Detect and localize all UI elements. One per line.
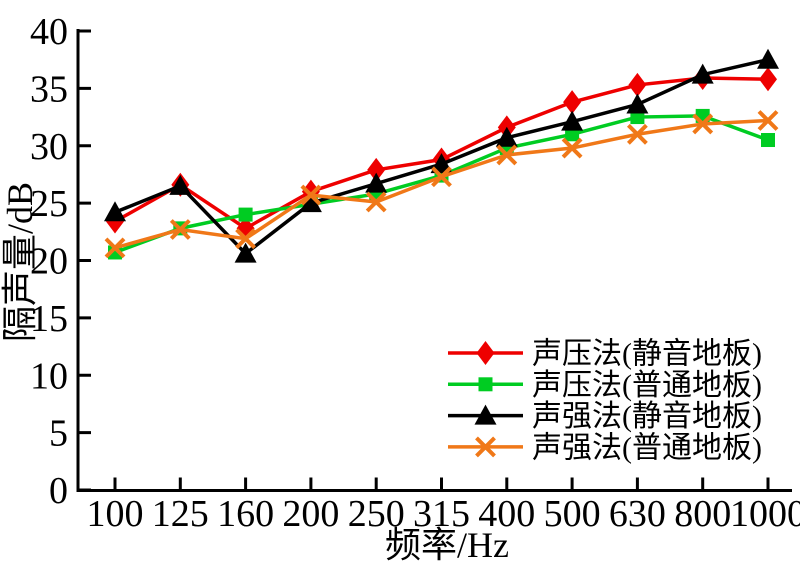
series-3-x bbox=[104, 110, 779, 259]
legend: 声压法(静音地板)声压法(普通地板)声强法(静音地板)声强法(普通地板) bbox=[448, 338, 762, 464]
square-marker bbox=[238, 207, 253, 222]
x-marker bbox=[104, 237, 126, 259]
triangle-marker bbox=[691, 63, 714, 84]
triangle-marker bbox=[234, 242, 257, 263]
y-tick-label: 25 bbox=[30, 183, 68, 225]
y-tick-label: 0 bbox=[49, 470, 68, 512]
x-marker bbox=[757, 110, 779, 131]
series-2-triangle bbox=[104, 48, 779, 263]
square-marker bbox=[478, 377, 493, 392]
legend-label: 声强法(普通地板) bbox=[532, 431, 762, 464]
x-tick-label: 160 bbox=[217, 493, 274, 535]
triangle-marker bbox=[626, 93, 649, 114]
legend-label: 声强法(静音地板) bbox=[532, 400, 762, 433]
x-marker bbox=[692, 113, 714, 135]
x-marker bbox=[561, 137, 583, 159]
y-tick-label: 40 bbox=[30, 11, 68, 53]
x-tick-label: 125 bbox=[152, 493, 209, 535]
x-tick-label: 400 bbox=[478, 493, 535, 535]
series-3-line bbox=[114, 118, 769, 250]
x-tick-label: 630 bbox=[609, 493, 666, 535]
x-tick-label: 100 bbox=[87, 493, 144, 535]
triangle-marker bbox=[430, 153, 453, 174]
legend-item-0: 声压法(静音地板) bbox=[448, 338, 762, 371]
y-tick-label: 10 bbox=[30, 355, 68, 397]
x-marker bbox=[626, 123, 648, 145]
diamond-marker bbox=[628, 72, 647, 97]
square-marker bbox=[761, 133, 775, 148]
triangle-marker bbox=[299, 192, 322, 213]
series-1-line bbox=[114, 114, 769, 255]
square-marker bbox=[565, 127, 580, 142]
x-tick-label: 500 bbox=[544, 493, 601, 535]
triangle-marker bbox=[169, 174, 192, 195]
x-axis-title: 频率/Hz bbox=[385, 525, 509, 564]
square-marker bbox=[630, 110, 645, 125]
legend-label: 声压法(静音地板) bbox=[532, 338, 762, 371]
series-1-square bbox=[108, 108, 775, 260]
diamond-marker bbox=[367, 157, 386, 182]
y-tick-label: 5 bbox=[49, 413, 68, 455]
y-tick-label: 15 bbox=[30, 298, 68, 340]
x-marker bbox=[365, 191, 387, 213]
y-tick-label: 20 bbox=[30, 241, 68, 283]
diamond-marker bbox=[563, 90, 582, 115]
diamond-marker bbox=[759, 67, 777, 92]
diamond-marker bbox=[476, 341, 495, 365]
series-group bbox=[104, 48, 779, 263]
triangle-marker bbox=[495, 126, 518, 147]
triangle-marker bbox=[365, 172, 388, 193]
x-marker bbox=[496, 144, 518, 166]
x-marker bbox=[475, 436, 496, 458]
x-tick-label: 315 bbox=[413, 493, 470, 535]
y-tick-label: 35 bbox=[30, 68, 68, 110]
x-marker bbox=[169, 219, 191, 240]
x-tick-label: 800 bbox=[674, 493, 731, 535]
x-marker bbox=[235, 228, 257, 250]
y-tick-label: 30 bbox=[30, 126, 68, 168]
legend-item-3: 声强法(普通地板) bbox=[448, 431, 762, 464]
legend-label: 声压法(普通地板) bbox=[532, 369, 762, 402]
triangle-marker bbox=[561, 110, 584, 131]
triangle-marker bbox=[757, 48, 779, 69]
axes: 0 5 10 15 20 25 30 35 40 100 125 160 200 250 315 400 500… bbox=[30, 11, 800, 535]
x-tick-label: 200 bbox=[282, 493, 339, 535]
y-axis-title: 隔声量/dB bbox=[0, 182, 40, 342]
triangle-marker bbox=[474, 404, 497, 425]
legend-item-1: 声压法(普通地板) bbox=[448, 369, 762, 402]
x-tick-label: 250 bbox=[348, 493, 405, 535]
triangle-marker bbox=[104, 201, 126, 222]
x-marker bbox=[431, 166, 452, 188]
x-marker bbox=[300, 184, 322, 206]
x-tick-label: 1000 bbox=[730, 493, 800, 535]
legend-item-2: 声强法(静音地板) bbox=[448, 400, 762, 433]
